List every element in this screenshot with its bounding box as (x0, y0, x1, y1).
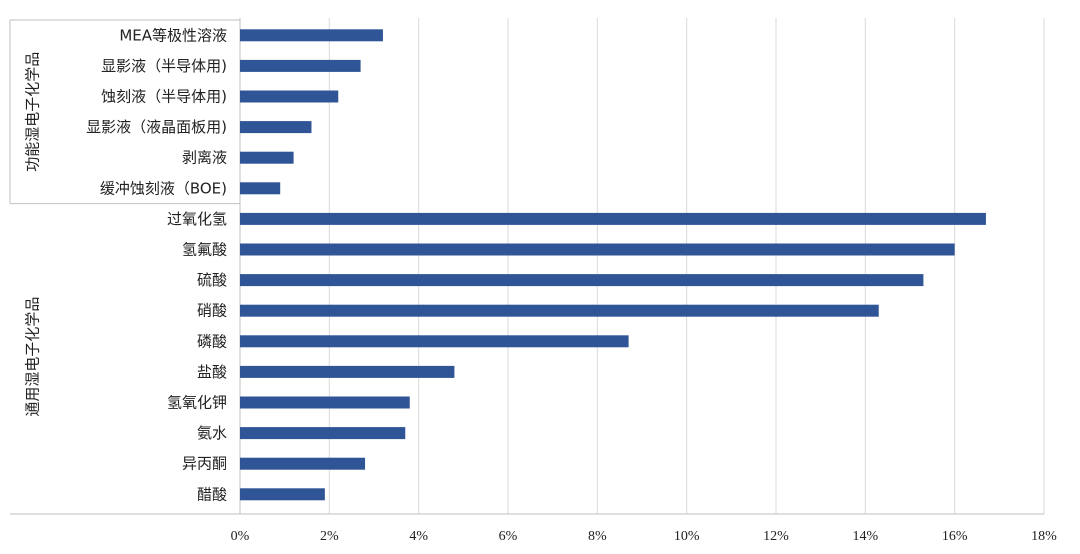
bar (240, 182, 281, 195)
bar (240, 212, 986, 225)
category-label: 氨水 (197, 424, 227, 442)
x-tick-label: 6% (499, 529, 518, 544)
group-label: 功能湿电子化学品 (24, 52, 42, 172)
category-label: 显影液（半导体用) (101, 57, 227, 75)
x-tick-label: 12% (763, 529, 789, 544)
category-label: 氢氟酸 (182, 241, 227, 259)
category-label: 显影液（液晶面板用) (86, 118, 227, 136)
category-frame (9, 19, 240, 205)
x-tick-label: 2% (320, 529, 339, 544)
category-label: 缓冲蚀刻液（BOE) (100, 179, 227, 197)
bar (240, 365, 455, 378)
bar (240, 396, 410, 409)
x-tick-label: 16% (942, 529, 968, 544)
bar (240, 90, 339, 103)
bar (240, 121, 312, 134)
group-label: 通用湿电子化学品 (24, 297, 42, 417)
bars (240, 29, 986, 501)
x-tick-label: 10% (674, 529, 700, 544)
category-label: 异丙酮 (182, 455, 227, 473)
x-tick-labels: 0% 2% 4% 6% 8% 10% 12% 14% 16% 18% (231, 529, 1058, 544)
category-label: 蚀刻液（半导体用) (101, 88, 227, 106)
bar (240, 457, 366, 470)
category-label: MEA等极性溶液 (119, 26, 227, 44)
category-label: 磷酸 (197, 332, 227, 350)
bar (240, 29, 383, 42)
x-tick-label: 8% (588, 529, 607, 544)
category-label: 过氧化氢 (167, 210, 227, 228)
x-tick-label: 4% (409, 529, 428, 544)
category-label: 硫酸 (197, 271, 227, 289)
category-label: 氢氧化钾 (167, 394, 227, 412)
bar (240, 335, 629, 348)
bar (240, 243, 955, 256)
category-label: 盐酸 (197, 363, 227, 381)
bar (240, 304, 879, 317)
bar (240, 427, 406, 440)
x-tick-label: 18% (1031, 529, 1057, 544)
category-label: 醋酸 (197, 485, 227, 503)
bar (240, 274, 924, 287)
bar (240, 151, 294, 164)
x-tick-label: 0% (231, 529, 250, 544)
category-label: 剥离液 (182, 149, 227, 167)
bar (240, 59, 361, 72)
category-label: 硝酸 (197, 302, 227, 320)
bar (240, 488, 325, 501)
x-tick-label: 14% (852, 529, 878, 544)
